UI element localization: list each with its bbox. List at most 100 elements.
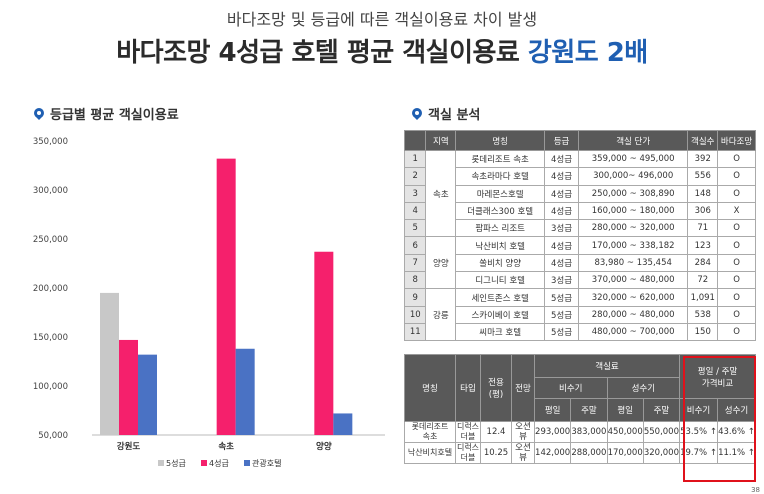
table-cell: 씨마크 호텔 xyxy=(455,322,546,342)
subtitle: 바다조망 및 등급에 따른 객실이용료 차이 발생 xyxy=(226,10,538,29)
table-cell: 170,000 ~ 338,182 xyxy=(577,236,689,255)
header-off-season: 비수기 xyxy=(534,377,608,399)
table-row: 11 씨마크 호텔 5성급 480,000 ~ 700,000 150 O xyxy=(403,322,756,342)
header-area: 전용(평) xyxy=(480,354,512,422)
table-cell: 306 xyxy=(687,201,719,221)
table-cell: 284 xyxy=(687,253,719,273)
column-header xyxy=(403,130,427,151)
table-cell: 556 xyxy=(687,167,719,186)
table-cell: 320,000 xyxy=(642,442,681,464)
table-cell: 4성급 xyxy=(544,201,579,221)
table-cell: O xyxy=(717,236,756,255)
table-cell: 370,000 ~ 480,000 xyxy=(577,271,689,290)
table-cell: 450,000 xyxy=(606,421,644,443)
bar-5star xyxy=(100,292,119,435)
column-header: 객실수 xyxy=(687,130,719,151)
table-cell: O xyxy=(717,322,756,342)
row-number: 5 xyxy=(403,219,427,238)
table-cell: 롯데리조트 속초 xyxy=(404,421,456,443)
bar-tourist xyxy=(333,413,353,435)
table-cell: 세인트존스 호텔 xyxy=(455,288,546,307)
column-header: 명칭 xyxy=(455,130,546,151)
row-number: 1 xyxy=(403,149,427,169)
table-cell: 383,000 xyxy=(570,421,608,443)
column-header: 등급 xyxy=(544,130,579,151)
table-cell: 72 xyxy=(687,271,719,290)
table-cell: 3성급 xyxy=(544,219,579,238)
table-cell: 12.4 xyxy=(480,421,512,443)
table-cell: 4성급 xyxy=(544,149,579,169)
table-cell: 550,000 xyxy=(642,421,681,443)
legend-swatch xyxy=(244,460,250,466)
table-row: 10 스카이베이 호텔 5성급 280,000 ~ 480,000 538 O xyxy=(403,305,756,324)
table-cell: X xyxy=(717,201,756,221)
table-header-row: 비수기 성수기 xyxy=(405,377,756,399)
table-cell: 11.1% ↑ xyxy=(717,442,756,464)
bar-chart: 350,000 300,000 250,000 200,000 150,000 100,0… xyxy=(33,137,385,468)
y-tick-label: 250,000 xyxy=(33,235,68,245)
table-cell: 538 xyxy=(687,305,719,324)
table-section-header: 객실 분석 xyxy=(410,104,480,123)
row-number: 11 xyxy=(403,322,427,342)
column-header: 지역 xyxy=(425,130,457,151)
table-cell: 쏠비치 양양 xyxy=(455,253,546,273)
location-pin-icon xyxy=(34,107,44,120)
table-header-row: 평일 주말 평일 주말 비수기 성수기 xyxy=(405,398,756,422)
header-weekend: 주말 xyxy=(642,398,681,422)
y-tick-label: 50,000 xyxy=(38,431,68,441)
table-cell: O xyxy=(717,219,756,238)
table-cell: 낙산비치호텔 xyxy=(404,442,456,464)
table-cell: 속초라마다 호텔 xyxy=(455,167,546,186)
legend-label: 관광호텔 xyxy=(252,458,281,468)
table-cell: 280,000 ~ 480,000 xyxy=(577,305,689,324)
room-analysis-table: 지역 명칭 등급 객실 단가 객실수 바다조망 1 속초 롯데리조트 속초 4성급 359,000… xyxy=(403,130,756,342)
table-cell: O xyxy=(717,253,756,273)
column-header: 객실 단가 xyxy=(577,130,689,151)
header-compare: 평일 / 주말 가격비교 xyxy=(679,354,756,399)
table-row: 낙산비치호텔 디럭스 더블 10.25 오션뷰 142,000 288,000 170,00… xyxy=(404,442,756,464)
table-row: 7 쏠비치 양양 4성급 83,980 ~ 135,454 284 O xyxy=(403,253,756,273)
table-cell: 낙산비치 호텔 xyxy=(455,236,546,255)
legend-swatch xyxy=(201,460,207,466)
bar-4star xyxy=(119,339,138,435)
location-pin-icon xyxy=(412,107,422,120)
table-cell: 4성급 xyxy=(544,167,579,186)
table-cell: 123 xyxy=(687,236,719,255)
header-weekday: 평일 xyxy=(533,398,572,422)
table-cell: 150 xyxy=(687,322,719,342)
header-peak-season: 성수기 xyxy=(606,377,681,399)
chart-section-title: 등급별 평균 객실이용료 xyxy=(50,108,179,123)
row-number: 7 xyxy=(403,253,427,273)
table-row: 2 속초라마다 호텔 4성급 300,000~ 496,000 556 O xyxy=(403,167,756,186)
table-cell: 142,000 xyxy=(533,442,572,464)
table-row: 6 양양 낙산비치 호텔 4성급 170,000 ~ 338,182 123 O xyxy=(403,236,756,290)
header-weekend: 주말 xyxy=(570,398,608,422)
y-tick-label: 300,000 xyxy=(33,186,68,196)
x-tick-label: 강원도 xyxy=(117,441,141,452)
table-cell: 스카이베이 호텔 xyxy=(455,305,546,324)
table-cell: O xyxy=(717,184,756,203)
y-tick-label: 100,000 xyxy=(33,382,68,392)
row-number: 10 xyxy=(403,305,427,324)
table-row: 5 팜파스 리조트 3성급 280,000 ~ 320,000 71 O xyxy=(403,219,756,238)
table-cell: 4성급 xyxy=(544,184,579,203)
row-number: 4 xyxy=(403,201,427,221)
table-cell: 강릉 xyxy=(425,288,457,342)
table-cell: 속초 xyxy=(425,149,457,238)
table-cell: 4성급 xyxy=(544,236,579,255)
table-cell: 392 xyxy=(687,149,719,169)
table-header-row: 명칭 타입 전용(평) 전망 객실료 평일 / 주말 가격비교 xyxy=(404,354,756,422)
header-type: 타입 xyxy=(455,354,481,422)
table-cell: 320,000 ~ 620,000 xyxy=(577,288,689,307)
header-name: 명칭 xyxy=(404,354,456,422)
row-number: 3 xyxy=(403,184,427,203)
table-row: 9 강릉 세인트존스 호텔 5성급 320,000 ~ 620,000 1,091 O xyxy=(403,288,756,342)
table-row: 4 더클래스300 호텔 4성급 160,000 ~ 180,000 306 X xyxy=(403,201,756,221)
bar-tourist xyxy=(235,348,255,435)
table-cell: O xyxy=(717,305,756,324)
table-cell: 3성급 xyxy=(544,271,579,290)
table-cell: 4성급 xyxy=(544,253,579,273)
header-view: 전망 xyxy=(511,354,535,422)
table-cell: O xyxy=(717,149,756,169)
table-cell: 10.25 xyxy=(480,442,512,464)
